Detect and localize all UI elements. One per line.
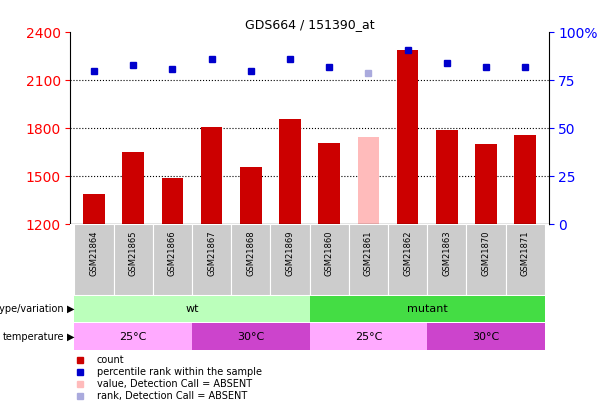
- Bar: [466, 224, 506, 295]
- Bar: [123, 152, 144, 224]
- Bar: [74, 323, 192, 350]
- Bar: [357, 137, 379, 224]
- Text: GSM21867: GSM21867: [207, 230, 216, 276]
- Bar: [427, 323, 545, 350]
- Text: genotype/variation: genotype/variation: [0, 304, 64, 314]
- Bar: [436, 130, 457, 224]
- Title: GDS664 / 151390_at: GDS664 / 151390_at: [245, 18, 375, 31]
- Text: value, Detection Call = ABSENT: value, Detection Call = ABSENT: [97, 379, 252, 389]
- Bar: [192, 323, 310, 350]
- Bar: [279, 119, 301, 224]
- Bar: [74, 224, 113, 295]
- Bar: [318, 143, 340, 224]
- Text: GSM21862: GSM21862: [403, 230, 412, 275]
- Bar: [162, 178, 183, 224]
- Text: 30°C: 30°C: [237, 332, 264, 341]
- Text: temperature: temperature: [3, 332, 64, 341]
- Text: GSM21861: GSM21861: [364, 230, 373, 275]
- Text: GSM21863: GSM21863: [442, 230, 451, 276]
- Text: percentile rank within the sample: percentile rank within the sample: [97, 367, 262, 377]
- Bar: [427, 224, 466, 295]
- Text: GSM21870: GSM21870: [481, 230, 490, 275]
- Bar: [475, 145, 497, 224]
- Bar: [270, 224, 310, 295]
- Bar: [113, 224, 153, 295]
- Text: ▶: ▶: [67, 332, 75, 341]
- Bar: [310, 296, 545, 322]
- Text: GSM21868: GSM21868: [246, 230, 255, 276]
- Text: mutant: mutant: [407, 304, 447, 314]
- Text: 25°C: 25°C: [355, 332, 382, 341]
- Bar: [74, 296, 310, 322]
- Bar: [201, 127, 223, 224]
- Text: 25°C: 25°C: [120, 332, 147, 341]
- Bar: [388, 224, 427, 295]
- Text: GSM21860: GSM21860: [325, 230, 333, 275]
- Bar: [397, 50, 418, 224]
- Text: GSM21865: GSM21865: [129, 230, 138, 275]
- Text: ▶: ▶: [67, 304, 75, 314]
- Text: wt: wt: [185, 304, 199, 314]
- Text: rank, Detection Call = ABSENT: rank, Detection Call = ABSENT: [97, 391, 247, 401]
- Text: GSM21869: GSM21869: [286, 230, 294, 275]
- Text: GSM21871: GSM21871: [520, 230, 530, 275]
- Bar: [310, 224, 349, 295]
- Bar: [349, 224, 388, 295]
- Bar: [310, 323, 427, 350]
- Bar: [514, 135, 536, 224]
- Text: 30°C: 30°C: [472, 332, 500, 341]
- Bar: [153, 224, 192, 295]
- Text: GSM21864: GSM21864: [89, 230, 99, 275]
- Text: count: count: [97, 355, 124, 365]
- Bar: [506, 224, 545, 295]
- Bar: [192, 224, 231, 295]
- Bar: [83, 194, 105, 224]
- Bar: [231, 224, 270, 295]
- Bar: [240, 167, 262, 224]
- Text: GSM21866: GSM21866: [168, 230, 177, 276]
